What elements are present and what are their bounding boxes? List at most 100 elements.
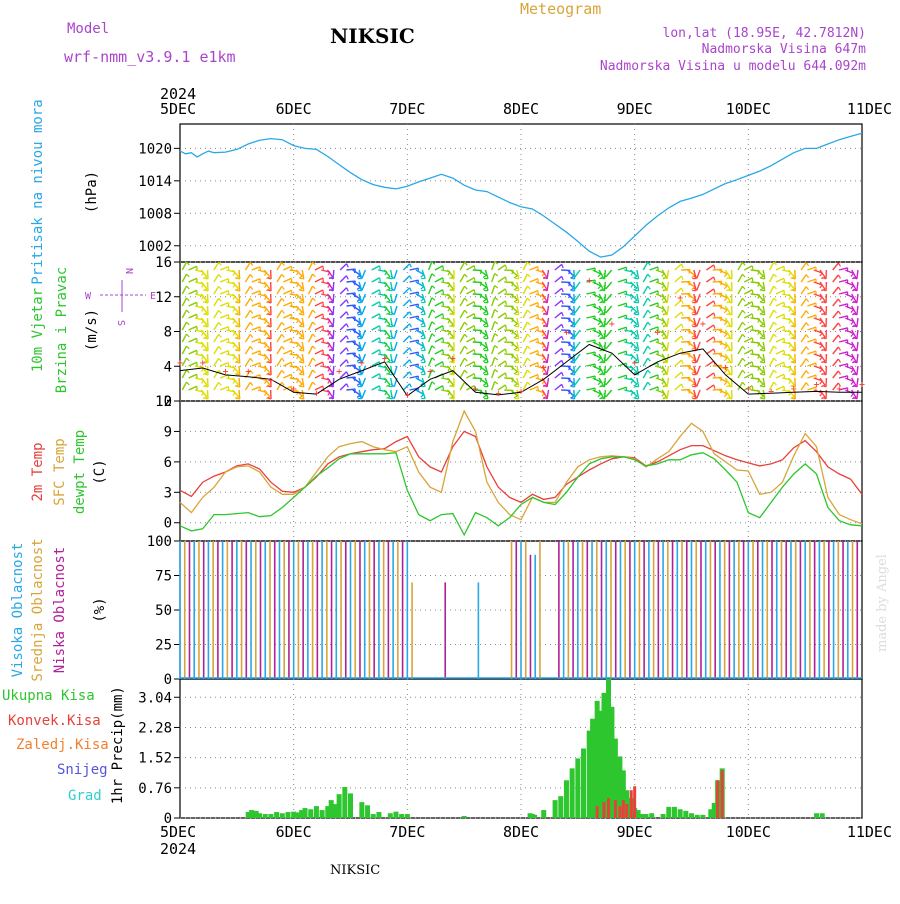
wind-barb-flag [598, 382, 601, 385]
wind-barb [372, 338, 380, 342]
wind-barb-flag [483, 347, 486, 349]
wind-barb-flag [347, 384, 349, 388]
wind-barb-flag [474, 290, 475, 294]
wind-barb [277, 358, 282, 366]
precip-bar-convective [614, 800, 617, 818]
wind-barb [429, 358, 432, 366]
wind-barb [542, 342, 547, 350]
wind-barb-flag [187, 334, 190, 337]
wind-barb-flag [774, 346, 777, 349]
wind-barb [697, 390, 700, 398]
wind-barb-flag [483, 335, 486, 337]
temp-unit: (C) [92, 459, 108, 484]
wind-barb-flag [752, 362, 753, 366]
wind-barb-flag [432, 298, 435, 301]
wind-barb [807, 327, 816, 330]
wind-barb [706, 289, 713, 294]
wind-barb-flag [761, 326, 765, 327]
wind-barb [650, 291, 658, 294]
wind-barb [403, 360, 409, 366]
wind-barb [667, 306, 668, 315]
wind-barb [309, 346, 313, 354]
wind-barb [460, 298, 464, 306]
wind-barb-flag [648, 370, 651, 373]
wind-barb [637, 294, 639, 303]
wind-barb [517, 378, 519, 387]
wind-barb [346, 377, 355, 378]
wind-barb-flag [505, 289, 506, 293]
wind-barb-flag [313, 346, 316, 349]
wind-barb-flag [515, 314, 519, 315]
wind-barb [637, 330, 639, 339]
wind-barb-flag [300, 338, 304, 339]
wind-barb [214, 358, 219, 366]
wind-barb [201, 378, 207, 385]
wind-barb [182, 334, 186, 342]
top-day-label: 9DEC [617, 100, 653, 118]
wind-barb-flag [495, 370, 498, 373]
wind-barb [435, 314, 443, 318]
wind-barb-flag [635, 278, 639, 279]
wind-barb-flag [410, 288, 412, 292]
temp-tick-label: 12 [155, 394, 172, 410]
wind-barb-flag [389, 362, 393, 363]
wind-barb [362, 318, 365, 326]
wind-barb [403, 264, 409, 270]
wind-barb [410, 376, 419, 378]
wind-barb [492, 382, 495, 391]
wind-barb-flag [219, 286, 222, 289]
wind-barb-flag [465, 370, 468, 373]
wind-barb [643, 322, 647, 330]
wind-barb-flag [300, 362, 304, 363]
top-day-label: 11DEC [847, 100, 892, 118]
wind-barb-flag [323, 326, 324, 330]
wind-barb [643, 370, 647, 378]
wind-barb-flag [219, 346, 222, 349]
wind-barb-flag [743, 286, 746, 289]
wind-barb [857, 270, 858, 279]
wind-barb [511, 270, 518, 276]
wind-barb-flag [514, 384, 517, 386]
wind-barb [852, 318, 856, 326]
precip-bar-total [388, 813, 393, 818]
wind-barb [394, 354, 397, 363]
wind-barbs [182, 262, 858, 400]
wind-barb-flag [635, 386, 639, 387]
wind-barb [264, 294, 270, 301]
wind-barb [770, 322, 774, 330]
wind-barb [555, 372, 562, 378]
wind-barb [498, 349, 505, 354]
wind-barb-flag [313, 358, 316, 361]
wind-barb [333, 294, 334, 303]
wind-barb-flag [598, 322, 601, 325]
wind-barb [833, 275, 839, 282]
wind-barb [547, 294, 548, 303]
wind-barb-flag [250, 346, 253, 349]
wind-barb [820, 318, 825, 325]
wind-barb [574, 282, 575, 291]
wind-barb [523, 286, 527, 294]
wind-barb [770, 274, 774, 282]
wind-barb [763, 378, 764, 387]
wind-barb [575, 318, 580, 325]
wind-barb [403, 384, 409, 390]
wind-barb [574, 366, 575, 375]
wind-barb [575, 282, 580, 289]
wind-barb [697, 282, 700, 290]
precip-bar-total [285, 812, 290, 818]
wind-barb-flag [474, 314, 475, 318]
wind-barb [214, 286, 219, 294]
wind-barb-flag [250, 334, 253, 337]
wind-barb [643, 346, 647, 354]
wind-barb [575, 294, 580, 301]
wind-barb [403, 324, 409, 330]
wind-barb-flag [380, 302, 381, 306]
wind-barb [403, 300, 409, 306]
gust-mark: + [359, 358, 365, 369]
wind-barb-flag [562, 312, 563, 316]
wind-barb-flag [443, 290, 444, 294]
wind-barb-flag [313, 310, 316, 313]
wind-barb [309, 274, 313, 282]
wind-barb [738, 322, 743, 330]
wind-barb [770, 310, 774, 318]
